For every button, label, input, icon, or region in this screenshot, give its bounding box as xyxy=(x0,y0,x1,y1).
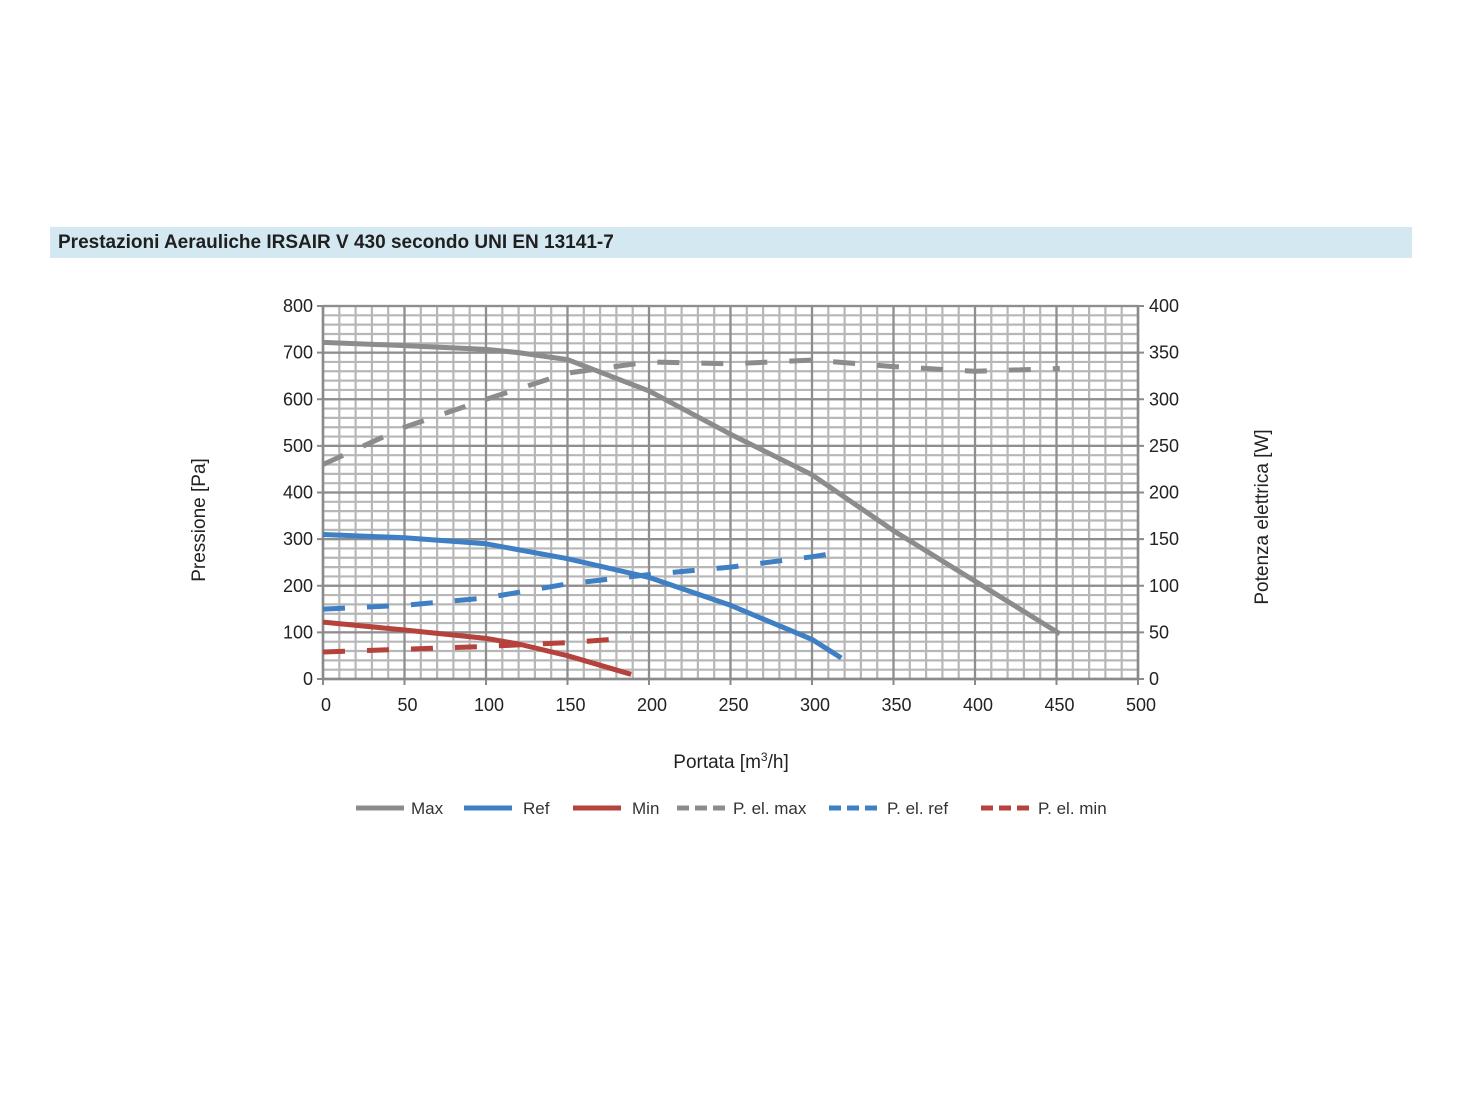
y-right-tick-label: 150 xyxy=(1149,529,1179,549)
y-right-tick-label: 400 xyxy=(1149,296,1179,316)
series-line-max xyxy=(322,339,1062,636)
y-right-axis-title: Potenza elettrica [W] xyxy=(1252,429,1273,604)
y-right-tick-label: 350 xyxy=(1149,343,1179,363)
y-right-tick-label: 100 xyxy=(1149,576,1179,596)
y-right-tick-label: 300 xyxy=(1149,389,1179,409)
y-left-tick-label: 400 xyxy=(283,483,313,503)
y-left-axis-title: Pressione [Pa] xyxy=(189,458,210,582)
y-right-tick-label: 50 xyxy=(1149,622,1169,642)
y-left-tick-label: 700 xyxy=(283,343,313,363)
y-left-tick-label: 500 xyxy=(283,436,313,456)
legend: Max Ref Min P. el. max P. el. ref P. el. min xyxy=(356,799,1107,818)
y-right-tick-label: 200 xyxy=(1149,483,1179,503)
y-right-tick-label: 250 xyxy=(1149,436,1179,456)
x-tick-label: 400 xyxy=(963,695,993,715)
chart-title: Prestazioni Aerauliche IRSAIR V 430 seco… xyxy=(58,232,614,253)
y-left-tick-label: 600 xyxy=(283,389,313,409)
y-left-tick-label: 300 xyxy=(283,529,313,549)
x-tick-label: 100 xyxy=(474,695,504,715)
x-tick-label: 300 xyxy=(800,695,830,715)
legend-label-p-el-max: P. el. max xyxy=(733,799,807,818)
legend-label-min: Min xyxy=(632,799,659,818)
axes: 0100200300400500600700800050100150200250… xyxy=(283,296,1179,715)
x-tick-label: 150 xyxy=(555,695,585,715)
y-left-tick-label: 0 xyxy=(303,669,313,689)
series-line-min xyxy=(322,619,632,677)
series-line-p-el-min xyxy=(322,635,632,655)
series-lines xyxy=(321,339,1062,677)
y-left-tick-label: 800 xyxy=(283,296,313,316)
series-line-p-el-ref xyxy=(322,549,842,612)
x-tick-label: 450 xyxy=(1044,695,1074,715)
legend-label-p-el-min: P. el. min xyxy=(1038,799,1107,818)
y-right-tick-label: 0 xyxy=(1149,669,1159,689)
x-tick-label: 0 xyxy=(321,695,331,715)
axis-titles: Portata [m3/h] Pressione [Pa] Potenza el… xyxy=(189,429,1273,773)
x-tick-label: 350 xyxy=(881,695,911,715)
legend-label-ref: Ref xyxy=(523,799,550,818)
x-axis-title: Portata [m3/h] xyxy=(673,750,788,773)
x-tick-label: 500 xyxy=(1126,695,1156,715)
x-tick-label: 200 xyxy=(637,695,667,715)
grid xyxy=(321,304,1140,681)
series-line-p-el-max xyxy=(321,357,1060,467)
x-tick-label: 250 xyxy=(718,695,748,715)
legend-label-p-el-ref: P. el. ref xyxy=(887,799,948,818)
y-left-tick-label: 200 xyxy=(283,576,313,596)
series-line-ref xyxy=(322,532,843,661)
chart-title-band: Prestazioni Aerauliche IRSAIR V 430 seco… xyxy=(50,227,1412,258)
y-left-tick-label: 100 xyxy=(283,622,313,642)
legend-label-max: Max xyxy=(411,799,444,818)
x-tick-label: 50 xyxy=(397,695,417,715)
